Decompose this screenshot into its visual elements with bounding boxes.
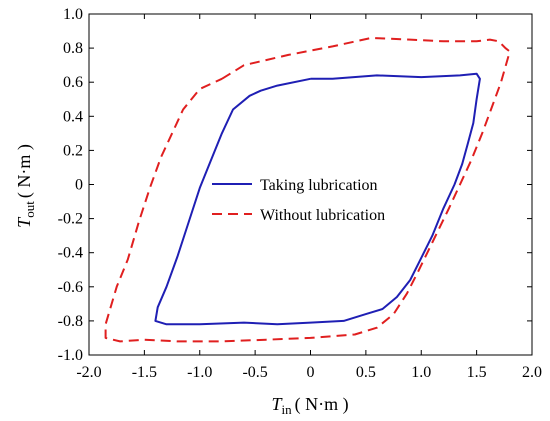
- y-tick-label: -0.6: [58, 279, 83, 296]
- y-tick-label: -1.0: [58, 347, 83, 364]
- legend-label-taking-lubrication: Taking lubrication: [260, 177, 378, 194]
- legend-label-without-lubrication: Without lubrication: [260, 207, 385, 224]
- x-tick-label: -2.0: [76, 364, 101, 381]
- y-tick-label: 0: [75, 177, 83, 194]
- x-axis-label-unit: ( N·m ): [295, 394, 349, 415]
- x-axis-label: Tin( N·m ): [271, 394, 348, 417]
- x-tick-label: 1.0: [411, 364, 431, 381]
- y-axis-label: Tout ( N·m ): [14, 144, 37, 228]
- y-axis-label-main: T: [14, 216, 34, 228]
- y-tick-label: 0.8: [63, 40, 83, 57]
- y-tick-label: 0.4: [63, 108, 83, 125]
- x-tick-labels: -2.0 -1.5 -1.0 -0.5 0 0.5 1.0 1.5 2.0: [76, 364, 542, 381]
- x-tick-label: 1.5: [467, 364, 487, 381]
- legend: Taking lubrication Without lubrication: [212, 177, 385, 224]
- x-tick-label: 2.0: [522, 364, 542, 381]
- y-tick-label: -0.4: [58, 245, 83, 262]
- y-tick-label: -0.2: [58, 211, 83, 228]
- axis-ticks: [88, 13, 533, 356]
- y-axis-label-sub: out: [22, 201, 37, 218]
- x-axis-label-main: T: [271, 394, 283, 414]
- x-axis-label-sub: in: [281, 402, 292, 417]
- x-tick-label: -0.5: [242, 364, 267, 381]
- x-tick-label: 0.5: [356, 364, 376, 381]
- y-tick-labels: 1.0 0.8 0.6 0.4 0.2 0 -0.2 -0.4 -0.6 -0.8 -1.0: [58, 6, 83, 364]
- y-tick-label: 0.6: [63, 74, 83, 91]
- series-line-taking-lubrication: [154, 72, 481, 326]
- x-tick-label: -1.0: [187, 364, 212, 381]
- y-axis-label-unit: ( N·m ): [14, 144, 35, 198]
- y-tick-label: 1.0: [63, 6, 83, 23]
- series-layer: [104, 36, 511, 343]
- series-line-without-lubrication: [104, 36, 511, 343]
- x-tick-label: 0: [307, 364, 315, 381]
- y-tick-label: -0.8: [58, 313, 83, 330]
- x-tick-label: -1.5: [132, 364, 157, 381]
- y-tick-label: 0.2: [63, 142, 83, 159]
